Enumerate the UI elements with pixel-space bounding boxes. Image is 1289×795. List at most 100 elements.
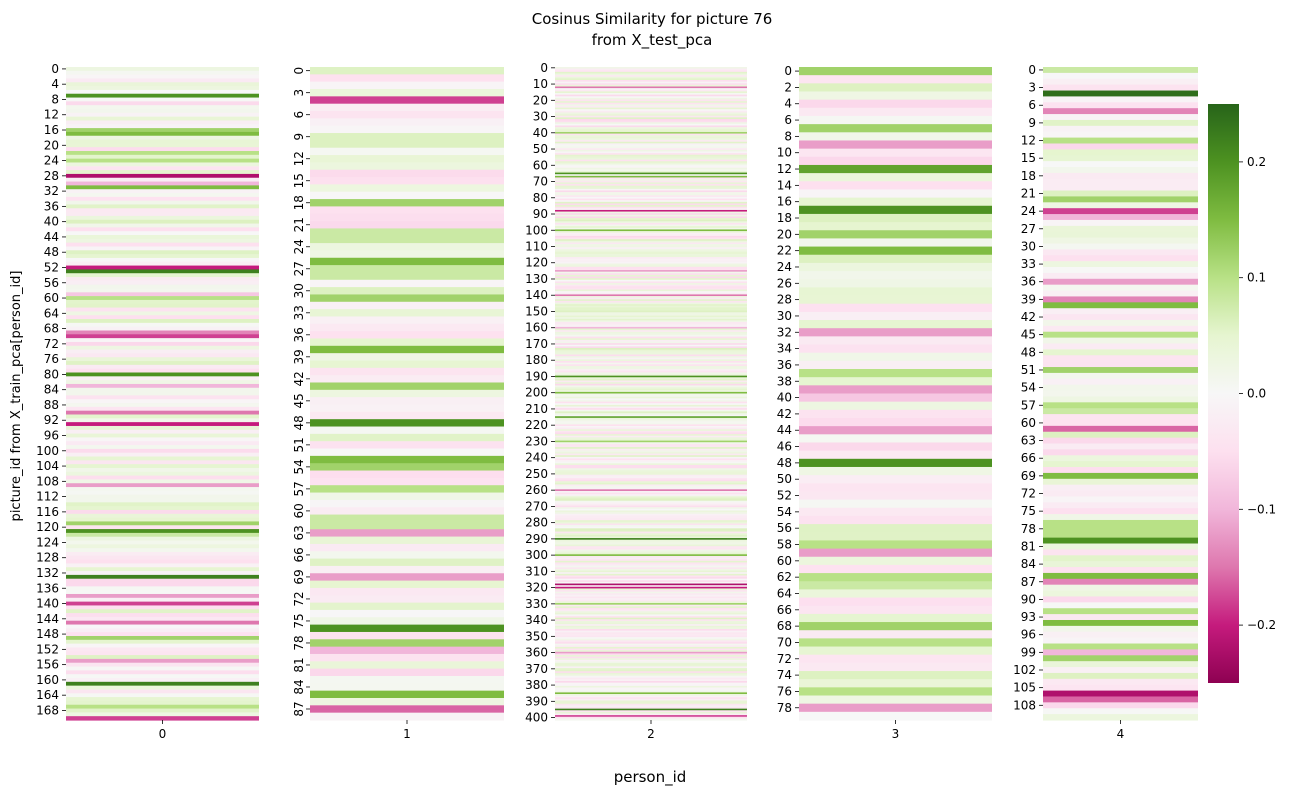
heatmap-cell <box>555 362 747 365</box>
heatmap-cell <box>1043 478 1198 486</box>
heatmap-cell <box>799 385 992 395</box>
heatmap-cell <box>1043 378 1198 386</box>
heatmap-cell <box>555 588 747 591</box>
heatmap-cell <box>555 336 747 339</box>
y-tick-label: 27 <box>1021 222 1036 236</box>
heatmap-cell <box>66 353 259 358</box>
heatmap-cell <box>555 380 747 383</box>
heatmap-cell <box>555 627 747 630</box>
heatmap-cell <box>799 613 992 623</box>
heatmap-cell <box>555 140 747 143</box>
heatmap-cell <box>1043 96 1198 103</box>
heatmap-cell <box>66 368 259 374</box>
heatmap-cell <box>555 581 747 585</box>
heatmap-cell <box>310 485 504 494</box>
heatmap-cell <box>310 507 504 516</box>
heatmap-cell <box>66 605 259 610</box>
heatmap-cell <box>1043 455 1198 462</box>
y-tick-label: 250 <box>525 467 548 481</box>
heatmap-cell <box>555 377 747 380</box>
heatmap-cell <box>555 616 747 619</box>
heatmap-cell <box>66 67 259 72</box>
heatmap-cell <box>555 391 747 395</box>
heatmap-cell <box>555 695 747 698</box>
heatmap-cell <box>555 153 747 156</box>
heatmap-cell <box>310 419 504 428</box>
heatmap-cell <box>555 339 747 343</box>
x-tick-label: 2 <box>647 727 655 741</box>
heatmap-cell <box>310 499 504 508</box>
heatmap-cell <box>555 396 747 399</box>
y-tick-label: 60 <box>533 158 548 172</box>
heatmap-cell <box>1043 667 1198 674</box>
heatmap-cell <box>66 403 259 408</box>
heatmap-cell <box>799 695 992 705</box>
heatmap-cell <box>310 580 504 589</box>
y-tick-label: 280 <box>525 516 548 530</box>
heatmap-cell <box>310 653 504 662</box>
heatmap-cell <box>310 389 504 398</box>
heatmap-cell <box>555 326 747 330</box>
heatmap-cell <box>555 551 747 554</box>
heatmap-cell <box>799 115 992 125</box>
heatmap-cell <box>555 633 747 637</box>
heatmap-cell <box>555 591 747 594</box>
heatmap-cell <box>555 161 747 164</box>
y-tick-label: 36 <box>1021 275 1036 289</box>
y-tick-label: 54 <box>1021 381 1036 395</box>
y-tick-label: 26 <box>777 276 792 290</box>
heatmap-cell <box>555 521 747 525</box>
heatmap-cell <box>66 158 259 164</box>
heatmap-cell <box>1043 696 1198 703</box>
heatmap-cell <box>66 479 259 484</box>
y-tick-label: 42 <box>292 371 306 386</box>
heatmap-cell <box>66 166 259 171</box>
heatmap-cell <box>555 625 747 629</box>
heatmap-cell <box>1043 278 1198 286</box>
y-tick-label: 20 <box>44 138 59 152</box>
heatmap-cell <box>555 619 747 622</box>
heatmap-cell <box>66 154 259 160</box>
heatmap-cell <box>555 99 747 102</box>
heatmap-cell <box>66 677 259 683</box>
y-tick-label: 51 <box>1021 363 1036 377</box>
y-tick-label: 180 <box>525 353 548 367</box>
heatmap-cell <box>555 71 747 75</box>
heatmap-cell <box>66 525 259 530</box>
heatmap-cell <box>555 690 747 693</box>
heatmap-cell <box>310 265 504 274</box>
heatmap-cell <box>1043 637 1198 645</box>
heatmap-cell <box>66 345 259 351</box>
heatmap-cell <box>555 638 747 641</box>
heatmap-cell <box>555 291 747 294</box>
y-tick-label: 78 <box>1021 522 1036 536</box>
heatmap-cell <box>66 269 259 274</box>
heatmap-cell <box>1043 184 1198 192</box>
heatmap-cell <box>555 656 747 659</box>
heatmap-cell <box>555 299 747 302</box>
heatmap-cell <box>799 524 992 533</box>
y-tick-label: 58 <box>777 538 792 552</box>
heatmap-cell <box>66 143 259 148</box>
heatmap-cell <box>555 187 747 190</box>
heatmap-cell <box>310 631 504 640</box>
heatmap-cell <box>799 336 992 346</box>
heatmap-cell <box>555 425 747 429</box>
heatmap-cell <box>555 421 747 424</box>
y-tick-label: 60 <box>44 291 59 305</box>
heatmap-cell <box>66 609 259 614</box>
heatmap-cell <box>66 716 259 721</box>
y-tick-label: 390 <box>525 694 548 708</box>
y-tick-label: 400 <box>525 711 548 725</box>
heatmap-cell <box>555 643 747 646</box>
heatmap-cell <box>66 200 259 206</box>
heatmap-cell <box>1043 608 1198 615</box>
heatmap-cell <box>555 542 747 546</box>
heatmap-cell <box>555 297 747 300</box>
y-tick-label: 18 <box>777 211 792 225</box>
y-tick-label: 10 <box>533 77 548 91</box>
heatmap-cell <box>555 154 747 157</box>
heatmap-cell <box>555 598 747 601</box>
heatmap-cell <box>310 595 504 604</box>
heatmap-cell <box>1043 567 1198 574</box>
